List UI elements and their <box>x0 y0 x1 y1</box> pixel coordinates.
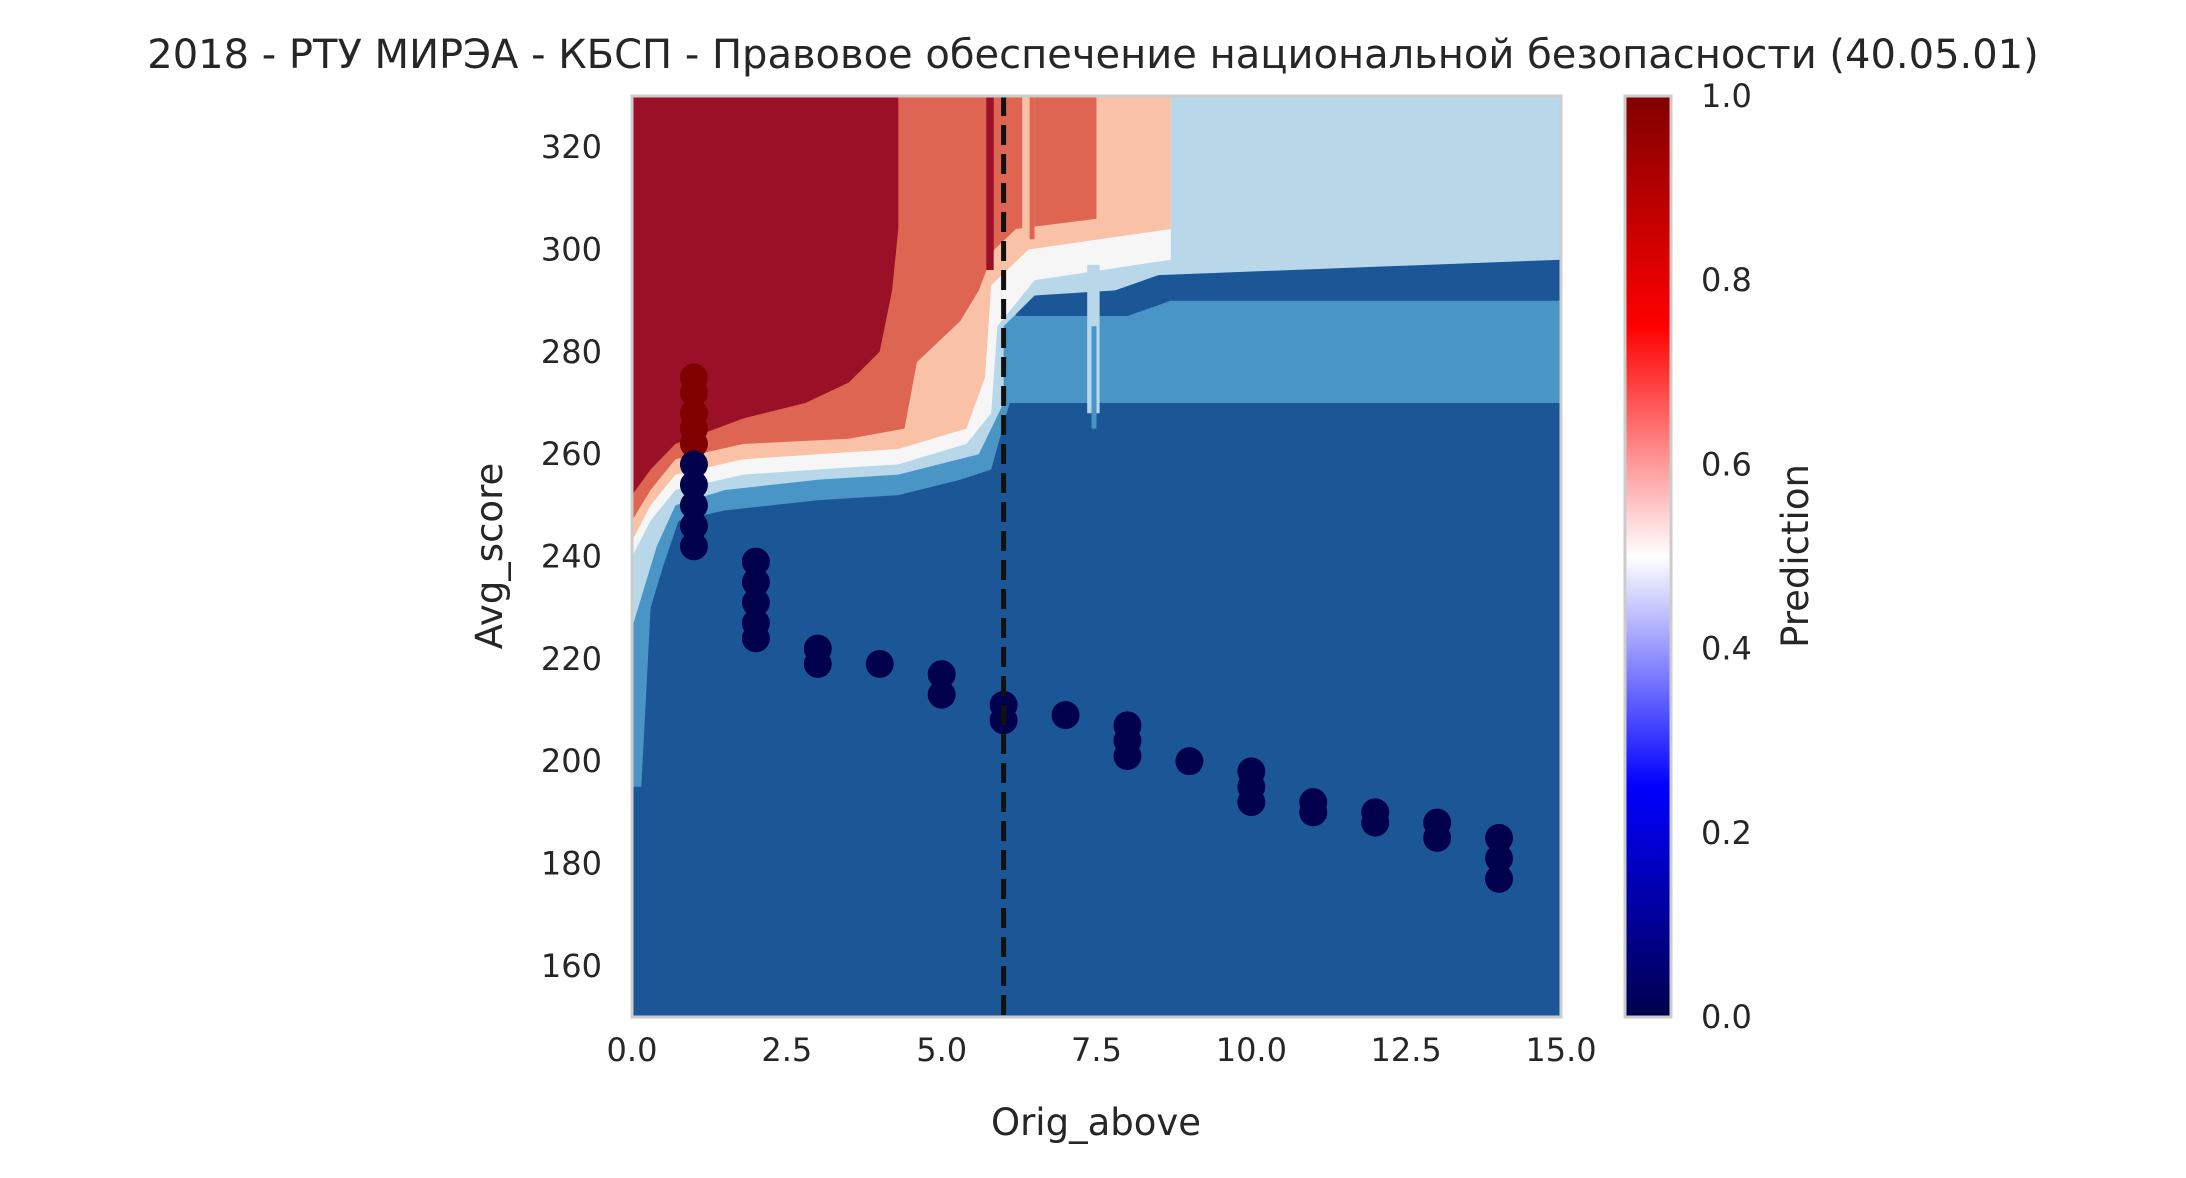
scatter-point <box>741 624 770 653</box>
streak-6 <box>1068 96 1072 199</box>
scatter-point <box>803 649 832 678</box>
y-axis-ticks: 160 180 200 220 240 260 280 300 320 <box>541 128 602 985</box>
y-tick-label: 200 <box>541 742 602 780</box>
x-tick-label: 7.5 <box>1071 1031 1122 1069</box>
plot-frame <box>630 94 1563 1019</box>
scatter-point <box>741 588 770 617</box>
colorbar-tick-label: 0.0 <box>1701 998 1752 1036</box>
scatter-point <box>1485 864 1514 893</box>
plot-area <box>632 96 1561 1017</box>
contour-regions <box>632 96 1561 1017</box>
streak-1 <box>986 96 994 270</box>
scatter-point <box>1237 788 1266 817</box>
scatter-point <box>679 450 708 479</box>
x-axis-ticks: 0.0 2.5 5.0 7.5 10.0 12.5 15.0 <box>607 1031 1597 1069</box>
scatter-point <box>865 649 894 678</box>
scatter-point <box>927 660 956 689</box>
y-tick-label: 240 <box>541 538 602 576</box>
x-tick-label: 0.0 <box>607 1031 658 1069</box>
x-tick-label: 5.0 <box>916 1031 967 1069</box>
scatter-point <box>679 511 708 540</box>
scatter-point <box>1485 823 1514 852</box>
streak-4 <box>1042 96 1047 214</box>
colorbar-tick-label: 0.8 <box>1701 261 1752 299</box>
y-tick-label: 300 <box>541 231 602 269</box>
y-tick-label: 280 <box>541 333 602 371</box>
scatter-point <box>1051 701 1080 730</box>
y-tick-label: 180 <box>541 845 602 883</box>
y-axis-label: Avg_score <box>468 463 511 649</box>
colorbar-ticks: 0.0 0.2 0.4 0.6 0.8 1.0 <box>1701 77 1752 1036</box>
scatter-point <box>1175 747 1204 776</box>
scatter-point <box>1361 808 1390 837</box>
y-tick-label: 260 <box>541 435 602 473</box>
x-tick-label: 15.0 <box>1525 1031 1596 1069</box>
streak-5 <box>1059 96 1065 209</box>
colorbar-tick-label: 0.4 <box>1701 630 1752 668</box>
scatter-point <box>1485 844 1514 873</box>
y-tick-label: 220 <box>541 640 602 678</box>
scatter-point <box>679 470 708 499</box>
scatter-point <box>679 378 708 407</box>
streak-3 <box>1029 96 1035 240</box>
scatter-point <box>927 680 956 709</box>
scatter-point <box>741 568 770 597</box>
scatter-point <box>1113 742 1142 771</box>
colorbar-tick-label: 0.2 <box>1701 814 1752 852</box>
scatter-points <box>679 363 1514 893</box>
chart-title: 2018 - РТУ МИРЭА - КБСП - Правовое обесп… <box>147 32 2038 78</box>
x-tick-label: 10.0 <box>1216 1031 1287 1069</box>
colorbar-label: Prediction <box>1774 464 1817 648</box>
streak-8 <box>1091 326 1097 429</box>
colorbar-gradient <box>1623 94 1673 1019</box>
x-tick-label: 2.5 <box>761 1031 812 1069</box>
colorbar: 0.0 0.2 0.4 0.6 0.8 1.0 Prediction <box>1623 77 1817 1036</box>
scatter-point <box>1423 823 1452 852</box>
scatter-point <box>679 429 708 458</box>
x-tick-label: 12.5 <box>1371 1031 1442 1069</box>
x-axis-label: Orig_above <box>991 1101 1201 1144</box>
y-tick-label: 320 <box>541 128 602 166</box>
scatter-point <box>679 491 708 520</box>
y-tick-label: 160 <box>541 947 602 985</box>
colorbar-tick-label: 0.6 <box>1701 445 1752 483</box>
scatter-point <box>741 547 770 576</box>
colorbar-tick-label: 1.0 <box>1701 77 1752 115</box>
scatter-point <box>679 532 708 561</box>
scatter-point <box>1299 798 1328 827</box>
